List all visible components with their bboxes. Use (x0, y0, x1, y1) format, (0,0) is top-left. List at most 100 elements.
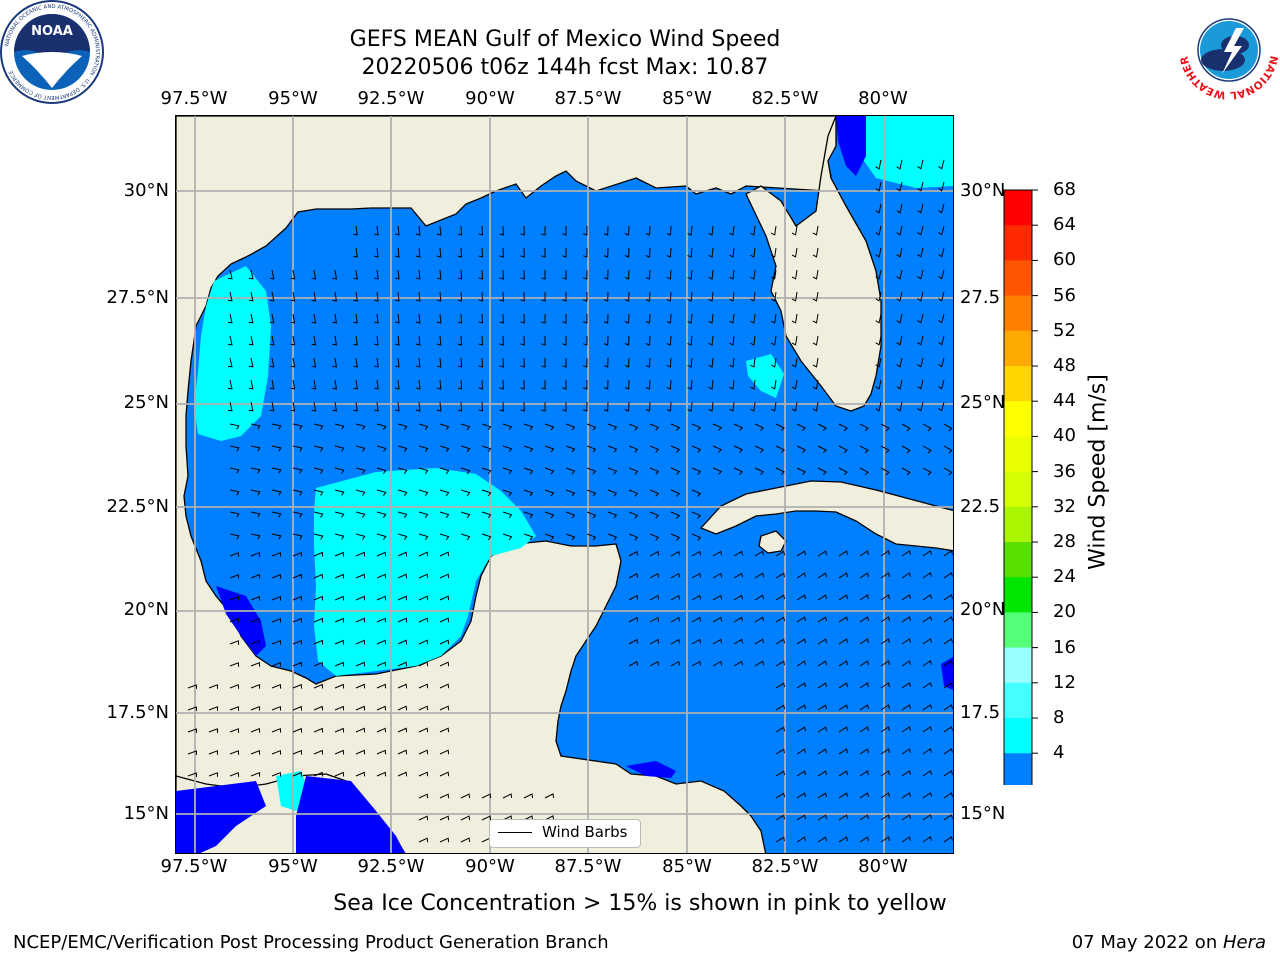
wind-barb (520, 401, 525, 412)
wind-barb (817, 550, 827, 557)
wind-barb (565, 511, 576, 519)
wind-barb (607, 489, 618, 497)
wind-barb (292, 639, 303, 645)
wind-barb (313, 573, 324, 579)
wind-barb (499, 335, 504, 346)
wind-barb (271, 489, 282, 496)
wind-barb (733, 638, 744, 645)
sea-ice-note: Sea Ice Concentration > 15% is shown in … (333, 891, 947, 916)
wind-barb (938, 181, 945, 192)
wind-barb (397, 683, 408, 689)
wind-barb (896, 357, 903, 368)
colorbar-swatch (1004, 612, 1032, 649)
wind-barb (649, 638, 660, 645)
wind-barb (460, 815, 471, 821)
wind-barb (607, 467, 618, 475)
wind-barb (250, 445, 261, 452)
wind-barb (817, 814, 827, 821)
colorbar-swatch (1004, 753, 1032, 785)
wind-barb (754, 638, 765, 645)
wind-barb (917, 269, 924, 280)
wind-barb (355, 617, 366, 623)
wind-barb (248, 313, 254, 324)
wind-barb (817, 423, 827, 432)
wind-barb (271, 749, 282, 755)
wind-barb (859, 792, 869, 799)
wind-barb (775, 748, 785, 755)
wind-barb (355, 511, 366, 518)
wind-barb (355, 727, 366, 733)
wind-barb (670, 572, 681, 579)
wind-barb (292, 423, 303, 430)
wind-barb (544, 423, 555, 431)
wind-barb (838, 550, 848, 557)
wind-barb (376, 639, 387, 645)
colorbar-tick-label: 32 (1053, 495, 1076, 517)
wind-barb (812, 335, 819, 346)
wind-barb (775, 616, 785, 623)
wind-barb (478, 357, 484, 368)
wind-barb (562, 292, 567, 302)
wind-barb (859, 770, 869, 777)
wind-barb (418, 595, 429, 601)
wind-barb (418, 445, 429, 453)
wind-barb (248, 335, 254, 346)
wind-barb (248, 401, 254, 412)
lon-label-top: 80°W (858, 88, 908, 109)
wind-barb (394, 379, 400, 390)
wind-barb (859, 704, 869, 711)
wind-barb (603, 313, 609, 324)
wind-barb (227, 379, 233, 390)
wind-barb (439, 661, 450, 667)
wind-barb (229, 511, 240, 518)
wind-barb (229, 552, 240, 557)
wind-barb (666, 401, 672, 412)
wind-barb (796, 572, 806, 579)
wind-barb (439, 793, 450, 799)
wind-barb (859, 726, 869, 733)
wind-barb (896, 379, 903, 390)
wind-barb (544, 445, 555, 453)
wind-barb (917, 401, 924, 412)
wind-barb (562, 270, 567, 280)
wind-barb (418, 727, 429, 733)
wind-barb (271, 683, 282, 689)
wind-barb (250, 595, 261, 601)
wind-barb (415, 401, 421, 412)
wind-barb (436, 401, 442, 412)
wind-barb (817, 792, 827, 799)
wind-barb (917, 247, 924, 258)
wind-barb (520, 357, 525, 368)
wind-barb (712, 445, 723, 453)
wind-barb (332, 379, 338, 390)
wind-barb (796, 814, 806, 821)
wind-barb (775, 572, 785, 579)
wind-barb (397, 533, 408, 540)
wind-barb (691, 638, 702, 645)
wind-barb (457, 335, 463, 346)
wind-barb (880, 616, 890, 623)
wind-barb (334, 617, 345, 623)
colorbar-tick-label: 52 (1053, 319, 1076, 341)
wind-barb (334, 771, 345, 777)
wind-barb (541, 269, 546, 280)
wind-barb (922, 467, 932, 476)
wind-barb (439, 551, 450, 557)
wind-barb (290, 313, 296, 324)
wind-barb (418, 837, 429, 843)
wind-barb (812, 379, 819, 390)
wind-barb (520, 379, 525, 390)
wind-barb (750, 401, 756, 412)
wind-barb (502, 423, 513, 431)
wind-barb (922, 770, 932, 777)
wind-barb (796, 550, 806, 557)
wind-barb (666, 357, 672, 368)
wind-barb (586, 423, 597, 431)
wind-barb (227, 401, 233, 412)
wind-barb (397, 727, 408, 733)
wind-barb (436, 225, 442, 236)
lon-label-top: 95°W (268, 88, 318, 109)
wind-barb (418, 749, 429, 755)
wind-barb (812, 313, 819, 324)
wind-barb (313, 639, 324, 645)
